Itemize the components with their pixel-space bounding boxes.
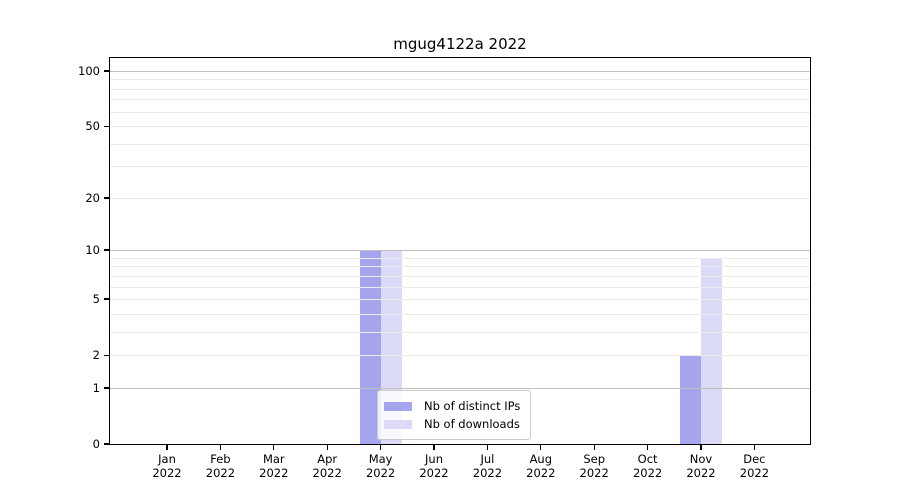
- bar-nov-downloads: [701, 257, 722, 444]
- bar-may-distinct-ips: [359, 250, 381, 444]
- y-axis-tick: [104, 354, 109, 356]
- x-axis-tick: [540, 445, 542, 450]
- gridline-major: [110, 387, 810, 389]
- x-axis-tick: [166, 445, 168, 450]
- gridline-minor: [110, 275, 810, 277]
- x-tick-label: Oct 2022: [632, 452, 663, 481]
- y-tick-label: 1: [92, 380, 100, 395]
- y-axis-tick: [104, 443, 109, 445]
- gridline-minor: [110, 99, 810, 101]
- x-axis-tick: [593, 445, 595, 450]
- x-axis-tick: [433, 445, 435, 450]
- x-tick-label: Sep 2022: [579, 452, 609, 481]
- x-tick-label: Jan 2022: [152, 452, 182, 481]
- chart-title: mgug4122a 2022: [393, 35, 527, 53]
- x-tick-label: May 2022: [365, 452, 396, 481]
- y-tick-label: 20: [85, 190, 100, 205]
- x-axis-tick: [753, 445, 756, 450]
- gridline-minor: [110, 266, 810, 268]
- y-axis-tick: [104, 249, 109, 251]
- x-tick-label: Feb 2022: [205, 452, 236, 481]
- y-tick-label: 5: [92, 292, 100, 307]
- x-axis-tick: [326, 445, 328, 450]
- y-tick-label: 100: [78, 64, 100, 78]
- y-axis-tick: [104, 197, 109, 199]
- gridline-minor: [110, 79, 810, 81]
- gridline-minor: [110, 331, 810, 333]
- gridline-minor: [110, 166, 810, 168]
- y-axis-tick: [104, 70, 109, 72]
- y-axis-tick: [104, 298, 109, 300]
- y-tick-label: 2: [92, 348, 100, 363]
- legend-label-distinct-ips: Nb of distinct IPs: [424, 399, 521, 413]
- x-tick-label: Dec 2022: [739, 452, 770, 481]
- legend: Nb of distinct IPs Nb of downloads: [377, 390, 532, 440]
- x-axis-tick: [379, 445, 382, 450]
- gridline-minor: [110, 143, 810, 145]
- x-tick-label: Nov 2022: [686, 452, 716, 481]
- legend-label-downloads: Nb of downloads: [424, 417, 520, 431]
- gridline-minor: [110, 313, 810, 315]
- y-tick-label: 0: [92, 437, 100, 451]
- x-axis-tick: [700, 445, 702, 450]
- gridline-minor: [110, 257, 810, 259]
- legend-swatch-distinct-ips: [384, 401, 412, 411]
- gridlines-layer: [110, 58, 810, 444]
- bar-nov-distinct-ips: [680, 355, 701, 444]
- x-tick-label: Aug 2022: [526, 452, 556, 481]
- gridline-major: [110, 71, 810, 72]
- gridline-minor: [110, 111, 810, 113]
- x-axis-tick: [646, 445, 649, 450]
- y-axis-tick: [104, 387, 109, 389]
- legend-item-downloads: Nb of downloads: [384, 415, 520, 433]
- x-tick-label: Apr 2022: [312, 452, 342, 481]
- x-tick-label: Jun 2022: [419, 452, 449, 481]
- legend-swatch-downloads: [384, 419, 412, 429]
- gridline-minor: [110, 197, 810, 199]
- y-axis-tick: [104, 125, 109, 127]
- gridline-minor: [110, 88, 810, 90]
- gridline-major: [110, 250, 810, 252]
- y-tick-label: 10: [85, 243, 100, 258]
- x-axis-tick: [273, 445, 275, 450]
- plot-area: Nb of distinct IPs Nb of downloads: [109, 57, 811, 445]
- legend-item-distinct-ips: Nb of distinct IPs: [384, 397, 520, 415]
- x-axis-tick: [486, 445, 489, 450]
- x-tick-label: Jul 2022: [472, 452, 503, 481]
- gridline-minor: [110, 286, 810, 288]
- x-tick-label: Mar 2022: [259, 452, 289, 481]
- x-axis-tick: [219, 445, 222, 450]
- y-tick-label: 50: [85, 119, 100, 134]
- gridline-minor: [110, 126, 810, 128]
- gridline-minor: [110, 299, 810, 301]
- gridline-minor: [110, 355, 810, 357]
